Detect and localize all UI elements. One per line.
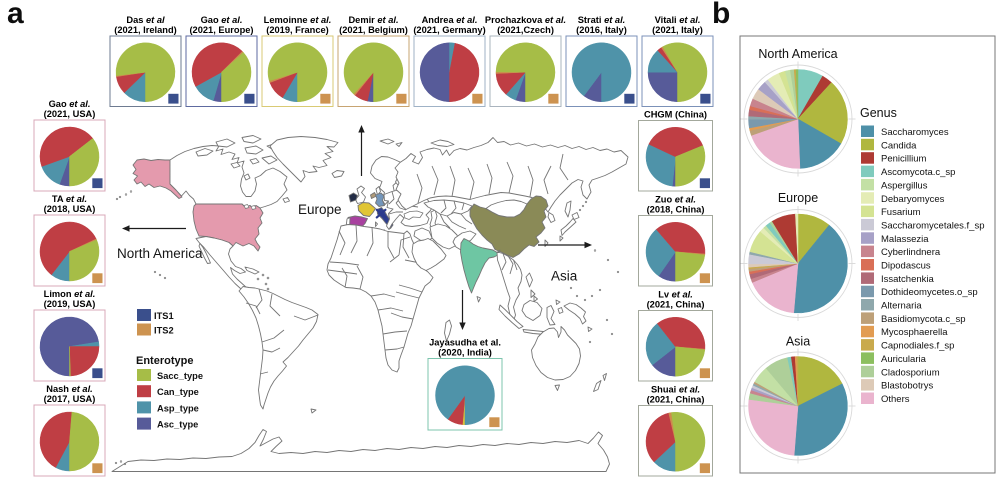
svg-text:Saccharomyces: Saccharomyces xyxy=(881,127,949,138)
svg-text:(2018, USA): (2018, USA) xyxy=(44,204,96,214)
svg-text:Basidiomycota.c_sp: Basidiomycota.c_sp xyxy=(881,314,965,325)
svg-text:Sacc_type: Sacc_type xyxy=(157,371,203,381)
svg-text:(2021, China): (2021, China) xyxy=(647,300,705,310)
svg-text:Limon et al.: Limon et al. xyxy=(44,289,96,299)
svg-text:(2021, China): (2021, China) xyxy=(647,395,705,405)
svg-text:Cladosporium: Cladosporium xyxy=(881,367,940,378)
svg-text:Enterotype: Enterotype xyxy=(136,355,193,367)
svg-text:Asia: Asia xyxy=(551,269,578,284)
svg-text:(2018, China): (2018, China) xyxy=(647,205,705,215)
svg-text:Saccharomycetales.f_sp: Saccharomycetales.f_sp xyxy=(881,220,985,231)
svg-text:(2021, Italy): (2021, Italy) xyxy=(652,25,703,35)
svg-text:(2019, France): (2019, France) xyxy=(266,25,329,35)
svg-text:Gao et al.: Gao et al. xyxy=(201,15,243,25)
svg-text:(2017, USA): (2017, USA) xyxy=(44,394,96,404)
svg-text:Auricularia: Auricularia xyxy=(881,354,927,365)
svg-text:Blastobotrys: Blastobotrys xyxy=(881,381,934,392)
svg-text:Genus: Genus xyxy=(860,106,897,120)
svg-text:Gao et al.: Gao et al. xyxy=(49,99,91,109)
svg-text:Dothideomycetes.o_sp: Dothideomycetes.o_sp xyxy=(881,287,978,298)
svg-text:Europe: Europe xyxy=(778,191,818,205)
svg-text:Malassezia: Malassezia xyxy=(881,234,929,245)
svg-text:Dipodascus: Dipodascus xyxy=(881,261,931,272)
svg-text:Issatchenkia: Issatchenkia xyxy=(881,274,935,285)
svg-text:Lemoinne et al.: Lemoinne et al. xyxy=(264,15,332,25)
svg-text:North America: North America xyxy=(117,246,203,261)
svg-text:(2021, Ireland): (2021, Ireland) xyxy=(114,25,177,35)
svg-text:ITS1: ITS1 xyxy=(154,311,174,321)
svg-text:(2021, Europe): (2021, Europe) xyxy=(189,25,253,35)
svg-text:Asp_type: Asp_type xyxy=(157,403,199,413)
svg-text:Zuo et al.: Zuo et al. xyxy=(655,195,696,205)
svg-text:Vitali et al.: Vitali et al. xyxy=(655,15,701,25)
svg-text:Candida: Candida xyxy=(881,140,917,151)
svg-text:Asia: Asia xyxy=(786,335,810,349)
svg-text:Mycosphaerella: Mycosphaerella xyxy=(881,327,948,338)
svg-text:Can_type: Can_type xyxy=(157,387,199,397)
svg-text:North America: North America xyxy=(758,47,837,61)
svg-text:Alternaria: Alternaria xyxy=(881,301,922,312)
svg-text:Fusarium: Fusarium xyxy=(881,207,921,218)
svg-text:Asc_type: Asc_type xyxy=(157,420,198,430)
svg-text:Andrea et al.: Andrea et al. xyxy=(422,15,478,25)
svg-text:Lv et al.: Lv et al. xyxy=(658,290,693,300)
svg-text:Strati et al.: Strati et al. xyxy=(578,15,626,25)
svg-text:Nash et al.: Nash et al. xyxy=(46,384,93,394)
svg-text:TA et al.: TA et al. xyxy=(52,194,87,204)
svg-text:(2021, USA): (2021, USA) xyxy=(44,109,96,119)
svg-text:(2020, India): (2020, India) xyxy=(438,348,492,358)
svg-text:Ascomycota.c_sp: Ascomycota.c_sp xyxy=(881,167,955,178)
svg-text:b: b xyxy=(712,0,730,30)
svg-text:Debaryomyces: Debaryomyces xyxy=(881,194,945,205)
svg-text:Others: Others xyxy=(881,394,910,405)
svg-text:Das et al: Das et al xyxy=(126,15,165,25)
svg-text:Aspergillus: Aspergillus xyxy=(881,180,928,191)
svg-text:Prochazkova et al.: Prochazkova et al. xyxy=(485,15,566,25)
svg-text:(2019, USA): (2019, USA) xyxy=(44,299,96,309)
svg-text:Capnodiales.f_sp: Capnodiales.f_sp xyxy=(881,341,954,352)
svg-text:(2021, Belgium): (2021, Belgium) xyxy=(339,25,408,35)
svg-text:(2021, Germany): (2021, Germany) xyxy=(413,25,485,35)
svg-text:Cyberlindnera: Cyberlindnera xyxy=(881,247,941,258)
svg-text:(2016, Italy): (2016, Italy) xyxy=(576,25,627,35)
svg-text:a: a xyxy=(7,0,24,30)
svg-text:Europe: Europe xyxy=(298,202,342,217)
svg-text:CHGM (China): CHGM (China) xyxy=(644,110,707,120)
svg-text:(2021,Czech): (2021,Czech) xyxy=(497,25,554,35)
svg-text:Demir et al.: Demir et al. xyxy=(348,15,398,25)
svg-text:Shuai et al.: Shuai et al. xyxy=(651,385,700,395)
svg-text:Penicillium: Penicillium xyxy=(881,154,926,165)
svg-text:ITS2: ITS2 xyxy=(154,326,174,336)
svg-text:Jayasudha et al.: Jayasudha et al. xyxy=(429,338,501,348)
